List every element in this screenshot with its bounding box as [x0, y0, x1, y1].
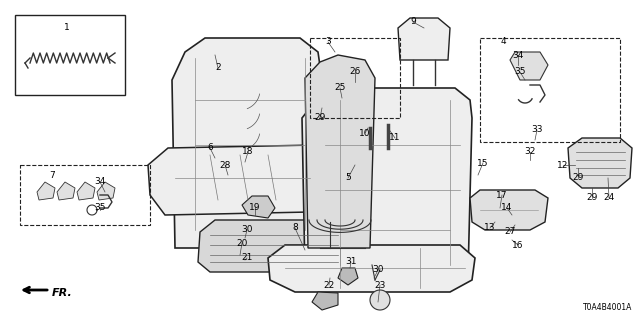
Bar	[20, 165, 150, 225]
Polygon shape	[568, 138, 632, 188]
Text: T0A4B4001A: T0A4B4001A	[582, 303, 632, 312]
Text: 34: 34	[512, 51, 524, 60]
Text: 13: 13	[484, 223, 496, 233]
Polygon shape	[37, 182, 55, 200]
Text: 22: 22	[323, 281, 335, 290]
Polygon shape	[148, 145, 335, 215]
Text: 12: 12	[557, 161, 569, 170]
Text: 16: 16	[512, 241, 524, 250]
Bar	[15, 15, 125, 95]
Text: 29: 29	[586, 194, 598, 203]
Text: 21: 21	[241, 253, 253, 262]
Text: 8: 8	[292, 223, 298, 233]
Polygon shape	[470, 190, 548, 230]
Polygon shape	[268, 245, 475, 292]
Polygon shape	[302, 88, 472, 275]
Text: 31: 31	[345, 258, 356, 267]
Bar	[310, 38, 400, 118]
Text: 11: 11	[389, 133, 401, 142]
Text: 4: 4	[500, 37, 506, 46]
Text: 30: 30	[241, 226, 253, 235]
Bar	[480, 38, 620, 142]
Text: 15: 15	[477, 158, 489, 167]
Polygon shape	[338, 268, 358, 285]
Text: FR.: FR.	[52, 288, 73, 298]
Text: 35: 35	[94, 204, 106, 212]
Polygon shape	[57, 182, 75, 200]
Text: 7: 7	[49, 171, 55, 180]
Text: 10: 10	[359, 129, 371, 138]
Text: 26: 26	[349, 68, 361, 76]
Circle shape	[370, 290, 390, 310]
Text: 18: 18	[243, 148, 253, 156]
Polygon shape	[305, 55, 375, 248]
Text: 20: 20	[236, 238, 248, 247]
Text: 33: 33	[531, 125, 543, 134]
Text: 35: 35	[515, 68, 525, 76]
Text: 30: 30	[372, 266, 384, 275]
Text: 27: 27	[504, 228, 516, 236]
Polygon shape	[312, 292, 338, 310]
Polygon shape	[398, 18, 450, 60]
Text: 29: 29	[314, 114, 326, 123]
Text: 2: 2	[215, 63, 221, 73]
Text: 29: 29	[572, 173, 584, 182]
Text: 34: 34	[94, 178, 106, 187]
Text: 28: 28	[220, 161, 230, 170]
Text: 5: 5	[345, 173, 351, 182]
Text: 9: 9	[410, 18, 416, 27]
Text: 1: 1	[64, 23, 70, 33]
Polygon shape	[172, 38, 322, 248]
Text: 23: 23	[374, 281, 386, 290]
Polygon shape	[97, 182, 115, 200]
Text: 3: 3	[325, 37, 331, 46]
Polygon shape	[510, 52, 548, 80]
Text: 6: 6	[207, 143, 213, 153]
Polygon shape	[77, 182, 95, 200]
Text: 32: 32	[524, 148, 536, 156]
Text: 14: 14	[501, 204, 513, 212]
Polygon shape	[198, 220, 348, 272]
Text: 17: 17	[496, 190, 508, 199]
Polygon shape	[242, 196, 275, 218]
Text: 19: 19	[249, 203, 260, 212]
Text: 25: 25	[334, 84, 346, 92]
Text: 24: 24	[604, 194, 614, 203]
